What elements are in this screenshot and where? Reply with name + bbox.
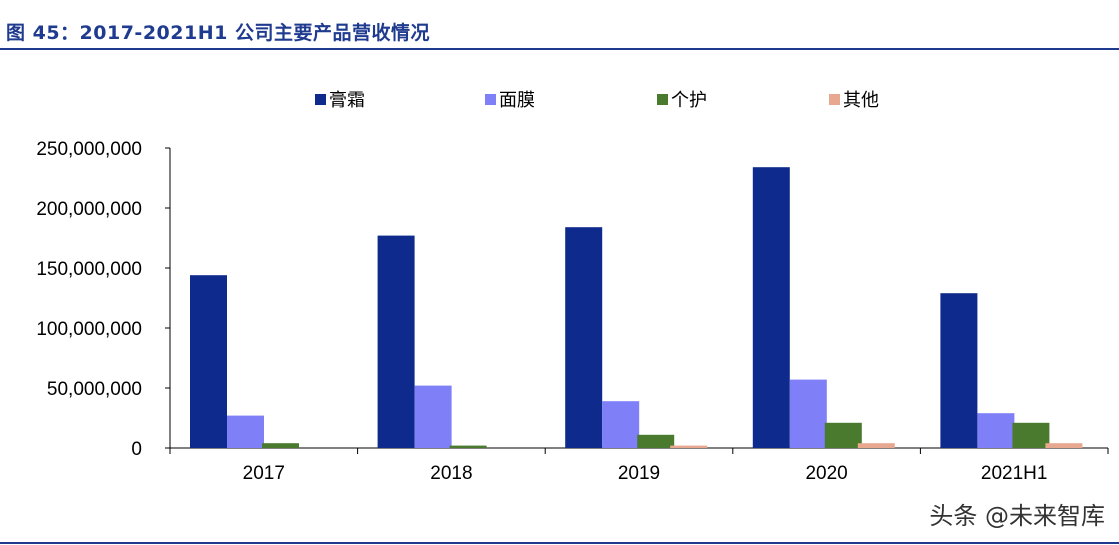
y-tick-label: 50,000,000 [47, 379, 142, 400]
bar-面膜-2017 [227, 415, 264, 448]
x-tick-label: 2017 [243, 463, 285, 484]
legend-swatch [485, 94, 496, 105]
bar-膏霜-2017 [190, 275, 227, 448]
y-tick-label: 150,000,000 [36, 259, 142, 280]
y-tick-label: 200,000,000 [36, 199, 142, 220]
bar-其他-2020 [857, 443, 895, 448]
x-axis: 2017 2018 2019 2020 2021H1 [169, 447, 1109, 484]
x-tick-label: 2019 [618, 463, 660, 484]
bar-面膜-2019 [602, 401, 640, 448]
bar-个护-2019 [637, 434, 675, 448]
legend-label: 其他 [843, 90, 879, 111]
legend-label: 膏霜 [329, 89, 365, 111]
bars [190, 167, 1083, 448]
bar-膏霜-2020 [752, 167, 790, 448]
bar-面膜-2021H1 [977, 413, 1015, 448]
legend-swatch [657, 94, 668, 105]
bar-膏霜-2019 [565, 227, 603, 448]
bar-面膜-2020 [789, 379, 827, 448]
x-tick-label: 2021H1 [981, 463, 1048, 484]
bar-膏霜-2021H1 [940, 293, 978, 448]
legend: 膏霜 面膜 个护 其他 [315, 89, 879, 111]
y-tick-label: 250,000,000 [36, 139, 142, 160]
bar-个护-2020 [824, 422, 862, 448]
legend-swatch [829, 94, 840, 105]
bar-面膜-2018 [414, 385, 452, 448]
legend-label: 面膜 [499, 90, 535, 111]
legend-label: 个护 [671, 90, 707, 111]
figure-title: 图 45：2017-2021H1 公司主要产品营收情况 [6, 22, 430, 44]
bar-其他-2019 [670, 445, 708, 448]
y-axis: 0 50,000,000 100,000,000 150,000,000 200,000… [36, 139, 171, 460]
x-tick-label: 2020 [805, 463, 847, 484]
watermark: 头条 @未来智库 [929, 502, 1105, 530]
x-tick-label: 2018 [430, 463, 472, 484]
y-tick-label: 100,000,000 [36, 319, 142, 340]
title-rule [0, 48, 1119, 50]
bar-膏霜-2018 [377, 235, 415, 448]
footer-rule [0, 542, 1119, 544]
bar-个护-2017 [262, 443, 299, 448]
bar-个护-2018 [449, 445, 487, 448]
bar-个护-2021H1 [1012, 422, 1050, 448]
y-tick-label: 0 [131, 439, 142, 460]
bar-其他-2021H1 [1045, 443, 1083, 448]
legend-swatch [315, 94, 326, 105]
